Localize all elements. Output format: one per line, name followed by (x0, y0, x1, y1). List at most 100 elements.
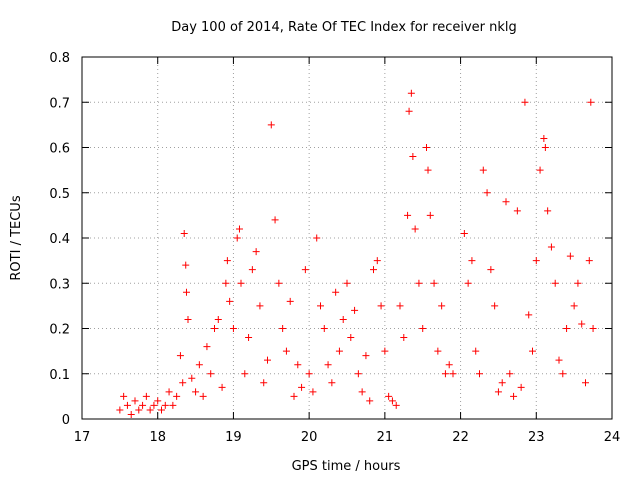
data-point (222, 279, 230, 287)
data-point (479, 166, 487, 174)
data-point (502, 198, 510, 206)
data-point (419, 325, 427, 332)
data-point (351, 306, 359, 314)
data-point (513, 207, 521, 215)
data-point (540, 134, 548, 142)
data-point (449, 370, 457, 378)
data-point (343, 279, 351, 287)
data-point (182, 288, 190, 296)
data-point (335, 347, 343, 355)
data-point (169, 401, 177, 409)
data-point (409, 153, 417, 161)
data-point (411, 225, 419, 233)
data-point (218, 383, 226, 391)
data-point (264, 356, 271, 364)
data-point (570, 302, 578, 310)
data-point (483, 189, 491, 197)
data-point (286, 297, 294, 305)
data-point (476, 370, 483, 378)
y-tick-labels: 0 0.1 0.2 0.3 0.4 0.5 0.6 0.7 0.8 (49, 51, 70, 428)
data-point (320, 325, 328, 332)
data-point (237, 279, 245, 287)
data-point (460, 229, 468, 237)
data-point (150, 401, 158, 409)
data-point (589, 325, 597, 332)
data-point (506, 370, 514, 378)
data-point (324, 361, 332, 369)
data-point (120, 392, 128, 400)
x-axis-label: GPS time / hours (292, 459, 401, 474)
data-point (301, 266, 309, 274)
data-point (158, 406, 165, 414)
data-point (180, 229, 188, 237)
data-point (275, 279, 283, 287)
data-point (339, 315, 347, 323)
grid-lines (82, 57, 612, 419)
data-point (434, 347, 442, 355)
data-point (179, 379, 187, 387)
data-point (563, 325, 571, 332)
chart-title: Day 100 of 2014, Rate Of TEC Index for r… (171, 20, 517, 35)
data-point (282, 347, 290, 355)
data-point (271, 216, 279, 224)
y-tick-label: 0.3 (49, 277, 70, 292)
x-tick-label: 22 (452, 430, 469, 445)
data-point (405, 107, 413, 115)
data-point (142, 392, 150, 400)
data-point (184, 315, 192, 323)
data-point (423, 144, 430, 151)
data-point (559, 370, 567, 378)
data-point (362, 352, 370, 360)
data-point (235, 225, 243, 233)
data-point (424, 166, 432, 174)
data-point (472, 347, 480, 355)
data-point (430, 279, 438, 287)
data-point (248, 266, 256, 274)
data-point (226, 297, 234, 305)
data-point (214, 315, 222, 323)
x-tick-label: 21 (377, 430, 394, 445)
data-point (211, 325, 218, 332)
data-point (203, 343, 211, 351)
x-tick-label: 18 (149, 430, 166, 445)
y-tick-label: 0.5 (49, 187, 70, 202)
data-point (585, 257, 593, 265)
data-point (354, 370, 362, 378)
data-point (223, 257, 231, 265)
data-point (123, 401, 131, 409)
y-tick-label: 0.8 (49, 51, 70, 66)
data-point (328, 379, 336, 387)
data-point (377, 302, 385, 310)
data-point (192, 388, 200, 396)
data-point (551, 279, 559, 287)
data-point (578, 320, 586, 328)
data-point (400, 334, 408, 342)
data-point (309, 388, 317, 396)
data-point (529, 347, 536, 355)
data-point (536, 166, 544, 174)
data-point (188, 374, 196, 382)
data-point (366, 397, 374, 405)
data-point (396, 302, 404, 310)
data-point (279, 325, 287, 332)
data-point (426, 211, 434, 219)
x-tick-label: 24 (604, 430, 621, 445)
data-point (173, 392, 181, 400)
data-point (555, 356, 563, 364)
data-point (241, 370, 249, 378)
y-axis-label: ROTI / TECUs (9, 195, 24, 280)
data-point (347, 334, 355, 342)
data-point (294, 361, 302, 369)
data-point (332, 288, 340, 296)
data-point (510, 392, 518, 400)
data-point (233, 234, 241, 242)
data-point (317, 302, 324, 310)
y-tick-label: 0.1 (49, 368, 70, 383)
x-tick-label: 23 (528, 430, 545, 445)
data-point (373, 257, 381, 265)
data-point (407, 89, 415, 97)
data-point (494, 388, 502, 396)
data-point (468, 257, 476, 265)
data-point (313, 234, 321, 242)
